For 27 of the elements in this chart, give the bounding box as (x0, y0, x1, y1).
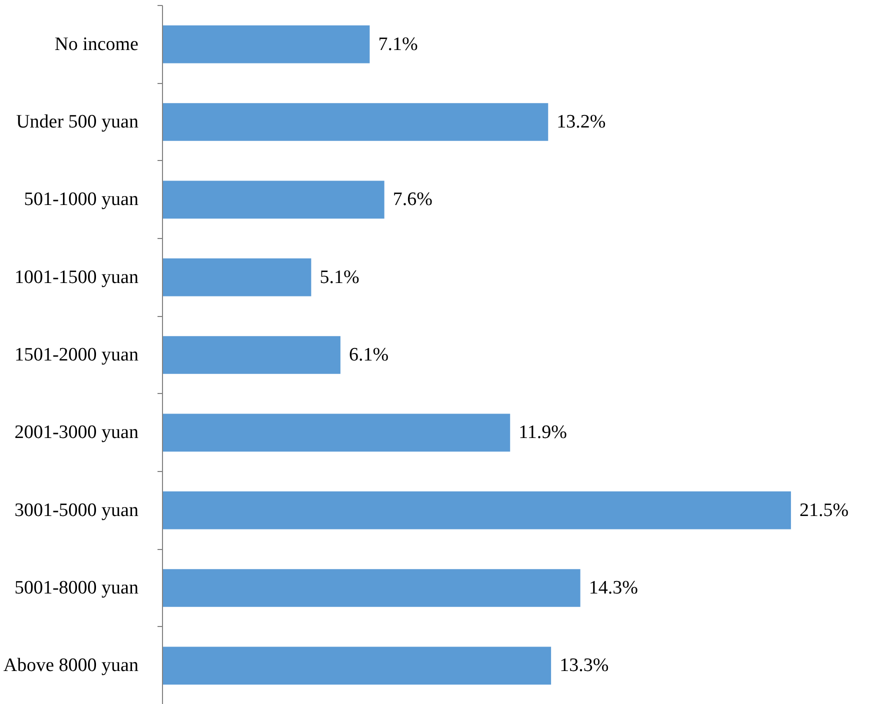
bar (162, 257, 312, 298)
bar (162, 412, 512, 453)
data-label: 13.2% (556, 112, 606, 132)
bar (162, 490, 792, 530)
data-label: 6.1% (348, 344, 389, 366)
bar (162, 24, 371, 64)
bar (162, 102, 550, 142)
y-tick-label: 1501-2000 yuan (14, 344, 139, 366)
bar (162, 180, 386, 220)
data-label: 14.3% (588, 578, 638, 598)
y-tick-label: Under 500 yuan (16, 112, 139, 132)
y-tick-label: 3001-5000 yuan (14, 500, 139, 521)
bar (162, 335, 342, 375)
y-tick-label: 2001-3000 yuan (14, 422, 139, 444)
data-label: 13.3% (560, 655, 609, 676)
data-label: 7.1% (378, 34, 418, 55)
y-tick-label: Above 8000 yuan (3, 655, 139, 676)
data-label: 21.5% (799, 500, 849, 521)
bar (162, 568, 582, 608)
y-tick-label: 1001-1500 yuan (14, 266, 139, 288)
data-label: 11.9% (518, 422, 568, 444)
y-tick-label: 5001-8000 yuan (14, 578, 139, 598)
data-label: 5.1% (320, 266, 360, 288)
y-tick-label: No income (54, 34, 139, 55)
y-tick-label: 501-1000 yuan (24, 189, 139, 210)
data-label: 7.6% (392, 189, 433, 210)
bar (162, 646, 552, 686)
